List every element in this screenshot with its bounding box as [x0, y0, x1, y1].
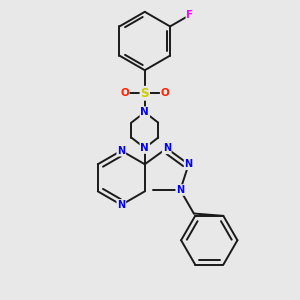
Text: N: N: [140, 107, 149, 117]
Text: N: N: [176, 185, 184, 195]
Text: F: F: [186, 10, 194, 20]
Text: N: N: [140, 143, 149, 153]
Text: N: N: [163, 143, 171, 153]
Text: N: N: [184, 159, 193, 169]
Text: O: O: [120, 88, 129, 98]
Text: O: O: [161, 88, 170, 98]
Text: S: S: [140, 87, 149, 100]
Text: N: N: [117, 200, 125, 210]
Text: N: N: [117, 146, 125, 156]
